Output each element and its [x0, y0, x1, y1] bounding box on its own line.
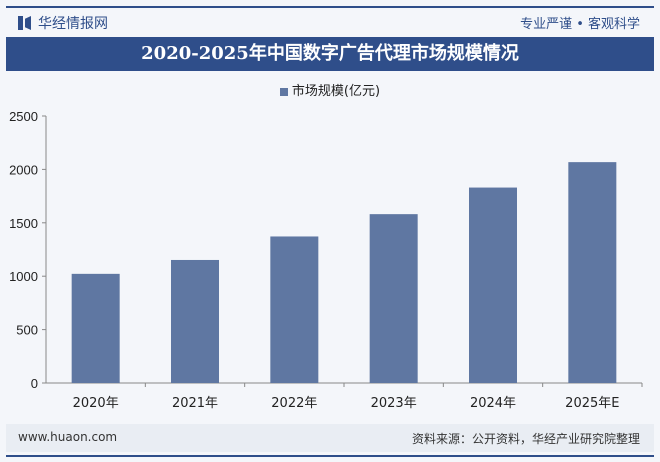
x-tick-label: 2021年 [172, 396, 218, 411]
brand-name: 华经情报网 [38, 16, 108, 32]
x-tick-label: 2022年 [271, 396, 317, 411]
footer-site: www.huaon.com [18, 430, 118, 444]
y-tick-label: 1000 [9, 269, 38, 284]
slogan: 专业严谨 • 客观科学 [520, 17, 640, 32]
y-tick-label: 2000 [9, 162, 38, 177]
y-tick-label: 2500 [9, 109, 38, 124]
legend: 市场规模(亿元) [0, 80, 660, 99]
x-tick-label: 2024年 [470, 396, 516, 411]
bottom-rule [6, 455, 654, 457]
chart-title: 2020-2025年中国数字广告代理市场规模情况 [6, 37, 654, 71]
bar [270, 236, 319, 383]
bar [71, 273, 120, 383]
top-rule [6, 6, 654, 8]
bar [568, 162, 617, 383]
bar [469, 187, 517, 383]
x-tick-label: 2023年 [371, 396, 417, 411]
x-tick-label: 2020年 [73, 396, 119, 411]
y-tick-label: 0 [31, 376, 38, 391]
bar [171, 259, 219, 383]
footer-source: 资料来源：公开资料，华经产业研究院整理 [411, 432, 640, 446]
footer-band [6, 424, 654, 452]
y-tick-label: 1500 [9, 216, 38, 231]
legend-label: 市场规模(亿元) [291, 84, 381, 99]
y-tick-label: 500 [16, 323, 38, 338]
brand-logo-icon [18, 16, 32, 30]
brand: 华经情报网 [18, 13, 108, 33]
legend-swatch [279, 87, 288, 96]
bar [369, 214, 418, 383]
x-tick-label: 2025年E [565, 396, 619, 411]
